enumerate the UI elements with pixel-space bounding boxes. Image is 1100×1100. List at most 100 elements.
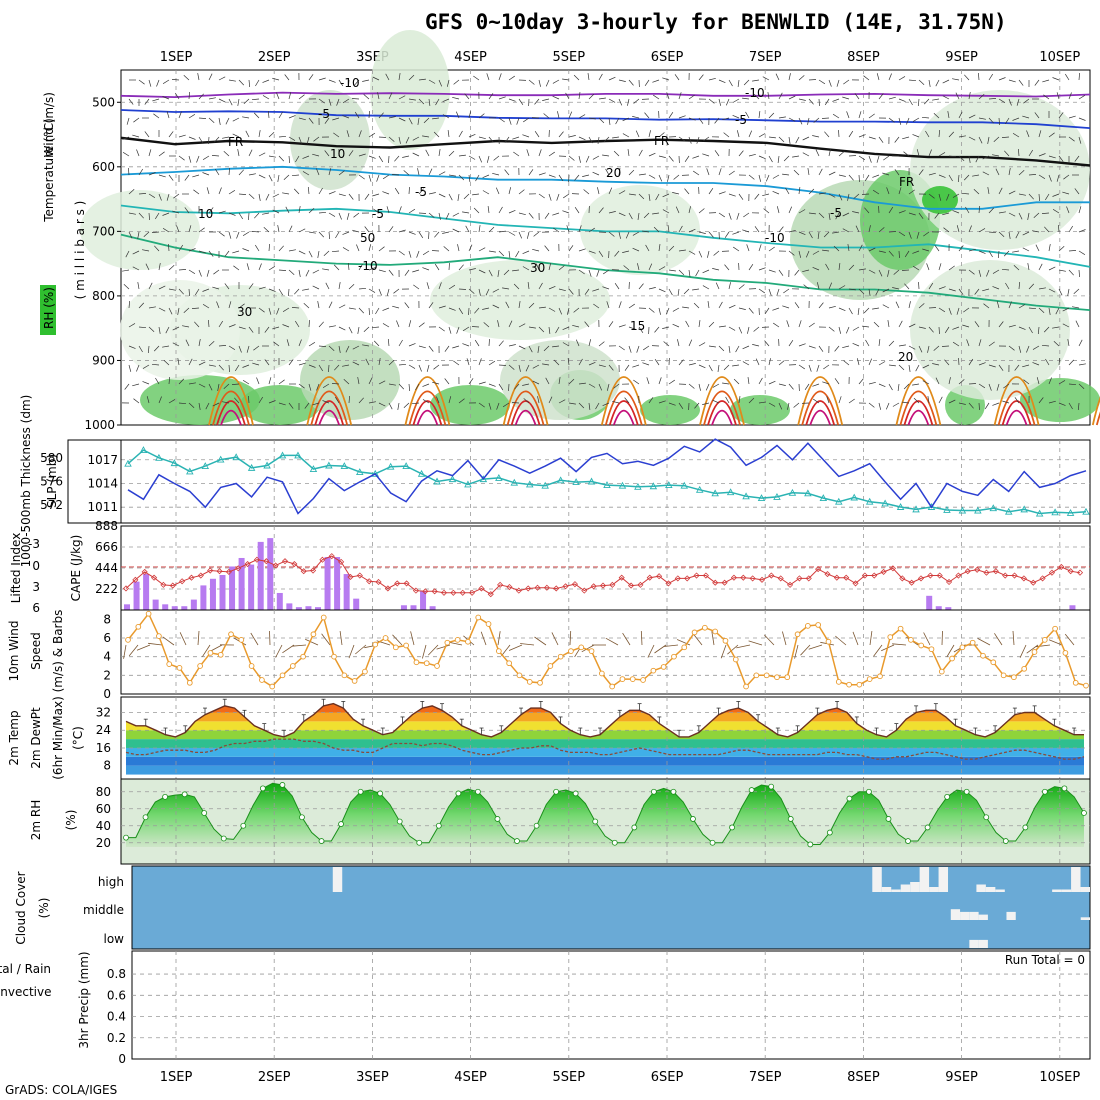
wind-barb bbox=[1078, 72, 1080, 81]
cape-bar bbox=[248, 564, 255, 610]
wind-barb bbox=[688, 250, 696, 255]
wind-barb bbox=[658, 400, 666, 404]
wind-barb bbox=[1065, 73, 1070, 81]
lifted-index-point bbox=[721, 579, 728, 586]
wind-barb-10m bbox=[720, 644, 727, 659]
wind-barb bbox=[688, 206, 691, 214]
rh-point bbox=[1022, 824, 1029, 831]
wind-barb bbox=[788, 250, 795, 256]
wind-barb bbox=[642, 362, 650, 366]
wind-barb bbox=[795, 136, 800, 144]
wind-barb bbox=[1058, 246, 1065, 252]
wind-speed-point bbox=[444, 639, 451, 646]
wind-barb bbox=[231, 383, 240, 385]
wind-barb bbox=[878, 383, 886, 388]
wind-barb bbox=[482, 174, 490, 179]
wind-barb bbox=[412, 269, 420, 273]
pressure-tick: 900 bbox=[92, 353, 115, 367]
cape-bar bbox=[200, 585, 207, 610]
wind-barb bbox=[188, 91, 190, 100]
temp-line bbox=[125, 702, 1084, 738]
wind-barb bbox=[538, 79, 541, 87]
wind-barb bbox=[534, 98, 540, 105]
lifted-index-point bbox=[506, 583, 513, 591]
lifted-index-label: Lifted Index bbox=[9, 533, 23, 604]
surface-isotherm bbox=[502, 376, 549, 426]
wind-barb bbox=[466, 358, 470, 366]
wind-speed-point bbox=[846, 681, 852, 688]
lifted-index-point bbox=[983, 569, 990, 576]
wind-barb bbox=[978, 383, 986, 389]
wind-barb bbox=[443, 246, 450, 252]
wind-barb bbox=[1028, 149, 1033, 157]
thickness-point bbox=[711, 489, 719, 497]
wind-barb bbox=[794, 269, 800, 276]
cloud-cell-high bbox=[976, 884, 986, 892]
wind-barb bbox=[812, 135, 820, 138]
wind-barb bbox=[1045, 193, 1050, 201]
wind-barb bbox=[678, 269, 685, 276]
wind-barb bbox=[897, 383, 900, 391]
wind-barb-10m bbox=[994, 633, 1003, 646]
wind-barb bbox=[545, 377, 550, 385]
surface-isotherm bbox=[310, 390, 349, 426]
wind-barb bbox=[254, 212, 260, 219]
wind-barb bbox=[823, 364, 830, 370]
wind-barb bbox=[758, 111, 761, 119]
wind-barb bbox=[183, 307, 190, 313]
wind-barb-10m bbox=[422, 644, 427, 659]
wind-barb bbox=[1022, 247, 1030, 252]
surface-isotherm bbox=[997, 390, 1036, 426]
wind-barb bbox=[592, 155, 600, 160]
wind-barb bbox=[715, 282, 720, 290]
wind-barb bbox=[678, 359, 684, 366]
wind-barb bbox=[732, 114, 740, 119]
wind-barb bbox=[868, 225, 871, 233]
wind-barb bbox=[408, 383, 411, 392]
wind-barb bbox=[672, 307, 680, 312]
wind-barb-10m bbox=[711, 631, 715, 646]
wind-barb bbox=[417, 117, 420, 125]
wind-barb bbox=[468, 111, 472, 119]
thickness-point bbox=[634, 482, 642, 490]
wind-barb bbox=[1078, 269, 1080, 278]
wind-barb bbox=[1028, 326, 1033, 334]
date-label-top: 1SEP bbox=[160, 50, 193, 65]
wind-barb bbox=[652, 79, 660, 83]
wind-barb bbox=[948, 174, 953, 182]
wind-barb bbox=[753, 93, 760, 100]
cloud-cell-low bbox=[969, 939, 979, 948]
wind-barb bbox=[778, 269, 784, 276]
wind-barb bbox=[658, 307, 661, 315]
wind-barb bbox=[798, 364, 805, 370]
surface-isotherm bbox=[903, 400, 934, 426]
lifted-index-point bbox=[880, 568, 887, 576]
wind-barb bbox=[396, 320, 400, 328]
wind-barb bbox=[838, 174, 846, 177]
lifted-index-point bbox=[459, 589, 466, 596]
wind-barb bbox=[512, 269, 520, 272]
wind-barb bbox=[987, 136, 990, 144]
contour-label: 20 bbox=[606, 166, 621, 180]
wind-barb bbox=[1058, 155, 1064, 162]
wind-barb bbox=[488, 360, 496, 366]
wind-barb bbox=[198, 383, 206, 388]
wind-barb bbox=[1038, 130, 1042, 138]
rh-point bbox=[572, 790, 579, 797]
wind-barb bbox=[228, 231, 232, 239]
wind-tick: 0 bbox=[103, 687, 111, 701]
rh-shading bbox=[500, 340, 620, 420]
wind-barb bbox=[1038, 287, 1046, 290]
wind-barb bbox=[588, 269, 592, 277]
wind-barb bbox=[644, 79, 650, 86]
wind-barb bbox=[648, 263, 653, 271]
surface-isotherm bbox=[404, 376, 451, 426]
lifted-index-point bbox=[599, 582, 607, 589]
lifted-index-point bbox=[796, 575, 803, 582]
wind-barb bbox=[842, 212, 850, 217]
wind-barb bbox=[606, 301, 610, 309]
wind-barb bbox=[348, 283, 355, 290]
thickness-line bbox=[127, 449, 1087, 515]
wind-barb bbox=[614, 283, 620, 290]
wind-barb bbox=[328, 168, 332, 176]
